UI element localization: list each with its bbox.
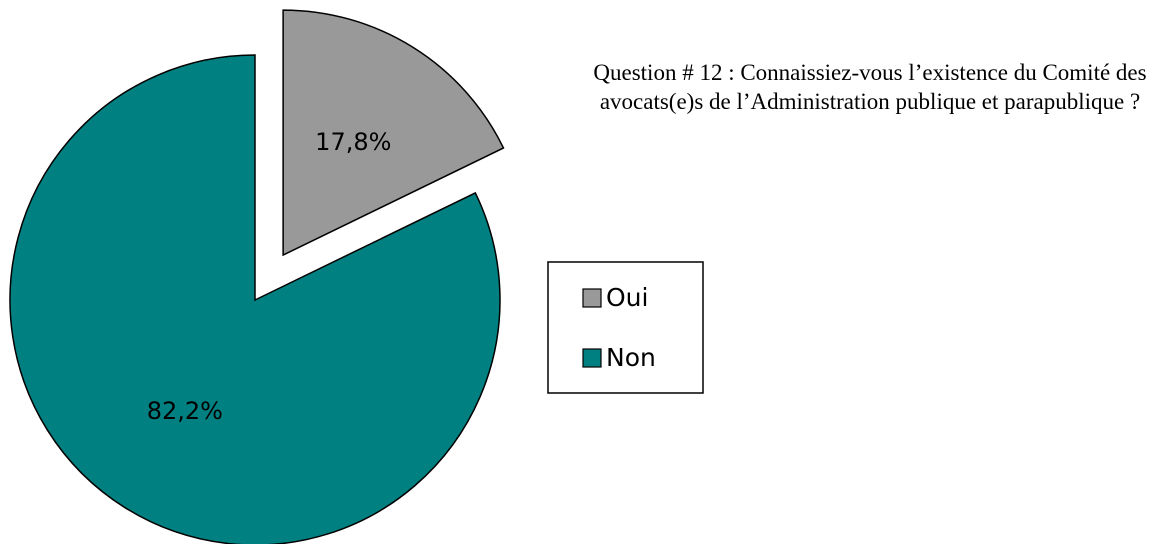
legend-label: Oui [606,283,648,312]
legend-swatch [582,348,602,368]
pie-slice [282,9,505,257]
data-label: 17,8% [315,128,391,156]
legend-box [547,261,704,394]
pie-slice [9,54,501,544]
legend-label: Non [606,343,656,372]
legend-swatch [582,288,602,308]
data-label: 82,2% [147,397,223,425]
chart-title: Question # 12 : Connaissiez-vous l’exist… [593,60,1147,114]
